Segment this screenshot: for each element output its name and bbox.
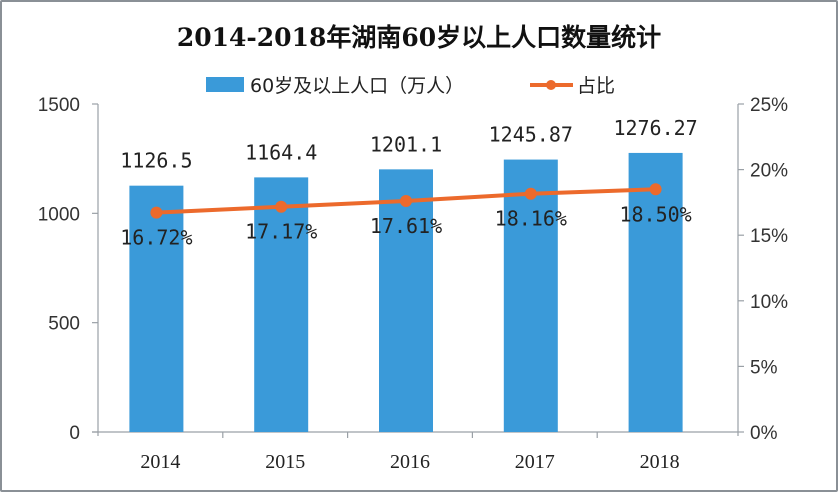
bars [129, 152, 683, 432]
x-tick-label: 2018 [640, 451, 680, 473]
legend: 60岁及以上人口（万人） 占比 [206, 75, 615, 97]
y-right-tick-label: 20% [750, 161, 788, 182]
ratio-point-2017 [524, 187, 537, 200]
ratio-value-label: 17.61% [370, 214, 442, 238]
ratio-point-2015 [275, 200, 288, 213]
legend-label-population: 60岁及以上人口（万人） [250, 75, 464, 97]
x-tick-label: 2015 [265, 451, 305, 473]
bar-2016 [379, 169, 433, 432]
bar-2017 [503, 159, 558, 432]
ratio-value-label: 18.50% [619, 202, 691, 226]
y-right-tick-label: 0% [750, 423, 778, 444]
y-left-tick-label: 500 [48, 314, 80, 335]
y-right-tick-label: 10% [750, 292, 788, 313]
bar-value-label: 1245.87 [489, 123, 573, 147]
ratio-point-2016 [400, 194, 412, 207]
ratio-value-label: 18.16% [495, 207, 567, 231]
bar-value-label: 1201.1 [370, 132, 442, 156]
y-left-tick-label: 0 [69, 423, 80, 444]
y-right-tick-label: 5% [750, 357, 778, 378]
bar-2015 [254, 177, 309, 432]
bar-2014 [129, 185, 184, 432]
x-tick-label: 2016 [390, 451, 430, 473]
ratio-point-2018 [649, 183, 662, 196]
bar-value-label: 1126.5 [120, 149, 192, 173]
ratio-point-2014 [150, 206, 163, 219]
y-right-tick-label: 15% [750, 226, 788, 247]
ratio-value-label: 16.72% [120, 226, 192, 250]
bar-value-label: 1276.27 [613, 116, 697, 140]
x-tick-label: 2014 [140, 451, 180, 473]
axes: 0 500 1000 1500 0% 5% 10% 15% 20% 25% 2014 2015 2016… [38, 95, 788, 473]
y-left-tick-label: 1500 [38, 95, 80, 116]
bar-2018 [628, 152, 683, 432]
y-right-tick-label: 25% [750, 95, 788, 116]
chart-title: 2014-2018年湖南60岁以上人口数量统计 [177, 23, 661, 52]
legend-label-ratio: 占比 [577, 75, 615, 97]
legend-swatch-bar [206, 77, 244, 92]
y-left-tick-label: 1000 [38, 204, 80, 225]
data-labels: 1126.5 1164.4 1201.1 1245.87 1276.27 16.72% 17… [120, 116, 697, 250]
bar-value-label: 1164.4 [245, 140, 317, 164]
ratio-value-label: 17.17% [245, 220, 317, 244]
ratio-line-series [150, 183, 662, 219]
legend-swatch-marker [546, 80, 556, 90]
x-tick-label: 2017 [515, 451, 555, 473]
